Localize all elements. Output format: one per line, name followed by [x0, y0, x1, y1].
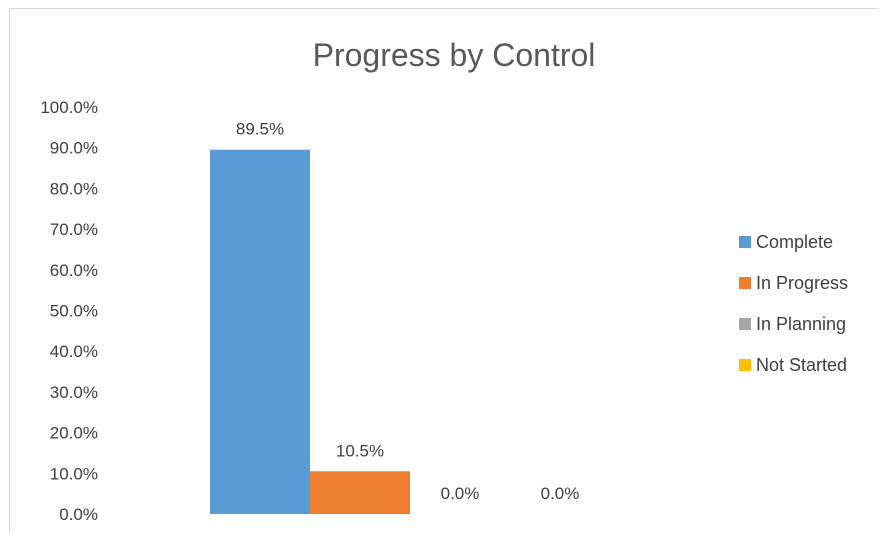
y-tick-label: 20.0%	[50, 424, 98, 443]
data-label: 89.5%	[236, 120, 284, 139]
y-tick-label: 0.0%	[59, 505, 98, 524]
y-axis: 0.0% 10.0% 20.0% 30.0% 40.0% 50.0% 60.0% 70.0% 8…	[40, 98, 98, 524]
y-tick-label: 40.0%	[50, 342, 98, 361]
y-tick-label: 60.0%	[50, 261, 98, 280]
y-tick-label: 10.0%	[50, 464, 98, 483]
y-tick-label: 80.0%	[50, 179, 98, 198]
data-label: 0.0%	[541, 484, 580, 503]
y-tick-label: 50.0%	[50, 302, 98, 321]
legend-label: Not Started	[756, 355, 847, 375]
bar-complete	[210, 149, 310, 515]
legend-swatch	[739, 359, 751, 371]
bars	[210, 149, 410, 515]
chart-title: Progress by Control	[313, 37, 596, 73]
data-labels: 89.5% 10.5% 0.0% 0.0%	[236, 120, 579, 503]
legend-label: In Planning	[756, 314, 846, 334]
legend-label: Complete	[756, 232, 833, 252]
data-label: 0.0%	[441, 484, 480, 503]
legend-swatch	[739, 318, 751, 330]
legend: Complete In Progress In Planning Not Starte…	[739, 232, 848, 375]
y-tick-label: 30.0%	[50, 383, 98, 402]
y-tick-label: 100.0%	[40, 98, 98, 117]
bar-in-progress	[310, 471, 410, 514]
legend-swatch	[739, 236, 751, 248]
legend-label: In Progress	[756, 273, 848, 293]
chart-frame	[9, 8, 879, 532]
legend-swatch	[739, 277, 751, 289]
y-tick-label: 90.0%	[50, 139, 98, 158]
y-tick-label: 70.0%	[50, 220, 98, 239]
data-label: 10.5%	[336, 441, 384, 460]
